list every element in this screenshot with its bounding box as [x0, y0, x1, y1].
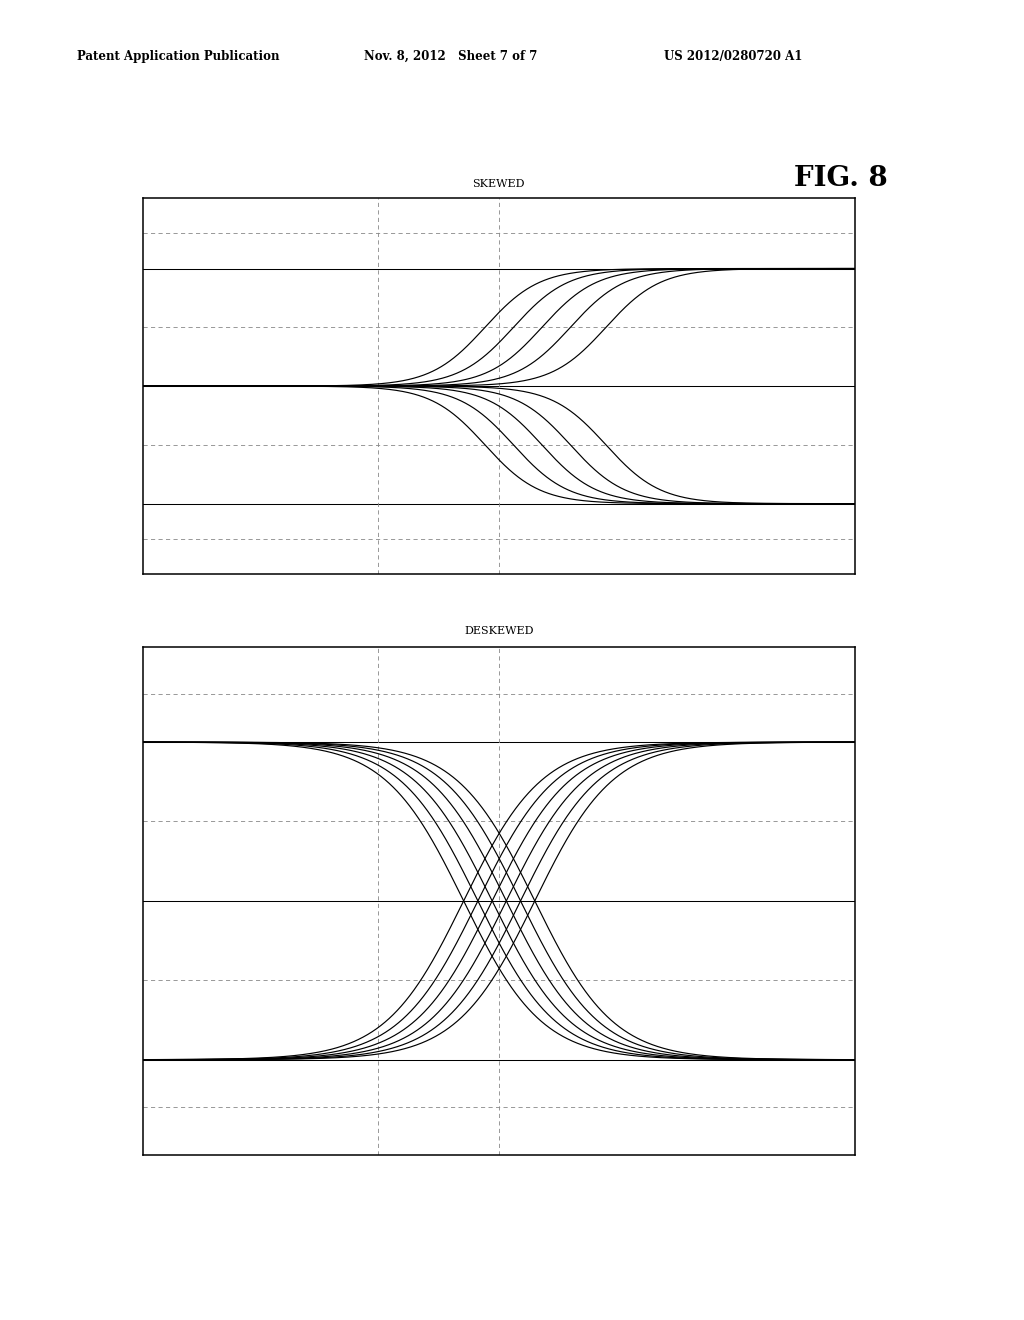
Text: FIG. 8: FIG. 8 [794, 165, 888, 191]
Text: SKEWED: SKEWED [472, 178, 525, 189]
Text: Patent Application Publication: Patent Application Publication [77, 50, 280, 63]
Text: DESKEWED: DESKEWED [464, 626, 534, 636]
Text: US 2012/0280720 A1: US 2012/0280720 A1 [664, 50, 802, 63]
Text: Nov. 8, 2012   Sheet 7 of 7: Nov. 8, 2012 Sheet 7 of 7 [364, 50, 537, 63]
